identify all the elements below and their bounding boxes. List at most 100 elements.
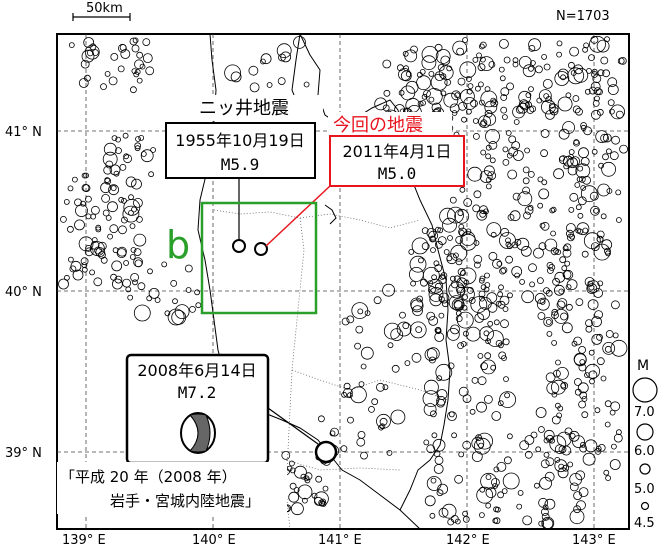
earthquake-marker	[576, 176, 583, 183]
earthquake-marker	[480, 149, 487, 156]
earthquake-marker	[438, 507, 449, 518]
earthquake-marker	[108, 184, 119, 196]
earthquake-marker	[434, 282, 442, 290]
earthquake-marker	[578, 345, 586, 354]
earthquake-marker	[430, 74, 448, 91]
earthquake-marker	[480, 472, 498, 490]
earthquake-marker	[601, 239, 613, 251]
earthquake-marker	[603, 469, 610, 476]
earthquake-marker	[578, 400, 586, 409]
earthquake-marker	[551, 339, 557, 346]
earthquake-marker	[134, 142, 142, 150]
earthquake-marker	[553, 308, 569, 324]
region-b-box	[200, 201, 318, 315]
earthquake-marker	[185, 287, 192, 293]
earthquake-marker	[572, 435, 585, 449]
earthquake-marker	[539, 476, 552, 490]
earthquake-marker	[470, 99, 478, 108]
earthquake-marker	[540, 129, 550, 138]
earthquake-marker	[83, 37, 95, 48]
earthquake-marker	[500, 319, 509, 329]
earthquake-marker	[410, 280, 417, 287]
earthquake-marker	[574, 182, 581, 188]
earthquake-marker	[386, 449, 393, 456]
earthquake-marker	[545, 110, 555, 120]
earthquake-marker	[341, 317, 350, 326]
lon-label-139: 139° E	[62, 533, 106, 546]
earthquake-marker	[524, 450, 533, 459]
earthquake-marker	[584, 88, 591, 95]
earthquake-marker	[426, 347, 440, 361]
earthquake-marker	[568, 430, 580, 442]
earthquake-marker	[161, 261, 168, 268]
earthquake-marker	[349, 386, 367, 404]
earthquake-marker	[541, 99, 556, 115]
earthquake-marker	[558, 155, 568, 165]
earthquake-marker	[72, 269, 84, 281]
earthquake-marker	[493, 319, 500, 326]
earthquake-marker	[72, 176, 78, 183]
earthquake-marker	[502, 472, 520, 490]
earthquake-marker	[485, 502, 492, 509]
earthquake-marker	[498, 284, 504, 291]
earthquake-marker	[437, 227, 444, 234]
earthquake-marker	[552, 277, 560, 286]
earthquake-marker	[499, 295, 510, 306]
earthquake-marker	[600, 56, 609, 65]
earthquake-marker	[524, 435, 535, 445]
earthquake-marker	[442, 217, 457, 233]
earthquake-marker	[556, 40, 563, 47]
earthquake-marker	[541, 513, 550, 521]
earthquake-marker	[119, 163, 127, 171]
earthquake-marker	[604, 345, 612, 353]
earthquake-marker	[415, 326, 423, 334]
earthquake-marker	[383, 322, 401, 340]
earthquake-marker	[480, 362, 489, 371]
earthquake-marker	[458, 229, 465, 236]
earthquake-marker	[562, 464, 570, 472]
earthquake-marker	[554, 284, 565, 296]
earthquake-marker	[427, 280, 434, 287]
earthquake-marker	[409, 255, 427, 273]
earthquake-marker	[569, 482, 579, 492]
earthquake-marker	[469, 408, 476, 415]
earthquake-marker	[507, 292, 513, 299]
earthquake-marker	[423, 403, 437, 416]
earthquake-marker	[477, 352, 484, 359]
earthquake-marker	[172, 298, 178, 305]
current-epicenter	[254, 242, 268, 256]
earthquake-marker	[539, 222, 546, 229]
earthquake-marker	[511, 241, 519, 249]
earthquake-marker	[74, 219, 85, 231]
earthquake-marker	[479, 170, 493, 184]
earthquake-marker	[454, 474, 464, 484]
earthquake-marker	[597, 280, 604, 287]
earthquake-marker	[542, 79, 553, 89]
earthquake-marker	[486, 292, 498, 304]
earthquake-marker	[436, 398, 446, 408]
earthquake-marker	[447, 235, 453, 241]
earthquake-marker	[112, 247, 119, 254]
earthquake-marker	[288, 491, 300, 503]
earthquake-marker	[594, 95, 600, 102]
earthquake-marker	[402, 322, 410, 330]
earthquake-marker	[570, 156, 581, 167]
earthquake-marker	[458, 223, 465, 230]
earthquake-marker	[596, 39, 610, 53]
earthquake-marker	[437, 64, 445, 71]
earthquake-marker	[146, 295, 153, 302]
earthquake-marker	[375, 382, 385, 392]
earthquake-marker	[438, 312, 445, 319]
earthquake-marker	[577, 212, 584, 219]
earthquake-marker	[135, 215, 143, 223]
earthquake-marker	[382, 104, 390, 112]
earthquake-marker	[104, 177, 111, 183]
earthquake-marker	[543, 451, 550, 458]
earthquake-marker	[478, 277, 485, 284]
earthquake-marker	[563, 243, 572, 252]
earthquake-marker	[382, 283, 396, 297]
earthquake-marker	[609, 108, 615, 115]
earthquake-marker	[459, 286, 475, 302]
earthquake-marker	[562, 121, 575, 134]
earthquake-marker	[145, 66, 155, 76]
